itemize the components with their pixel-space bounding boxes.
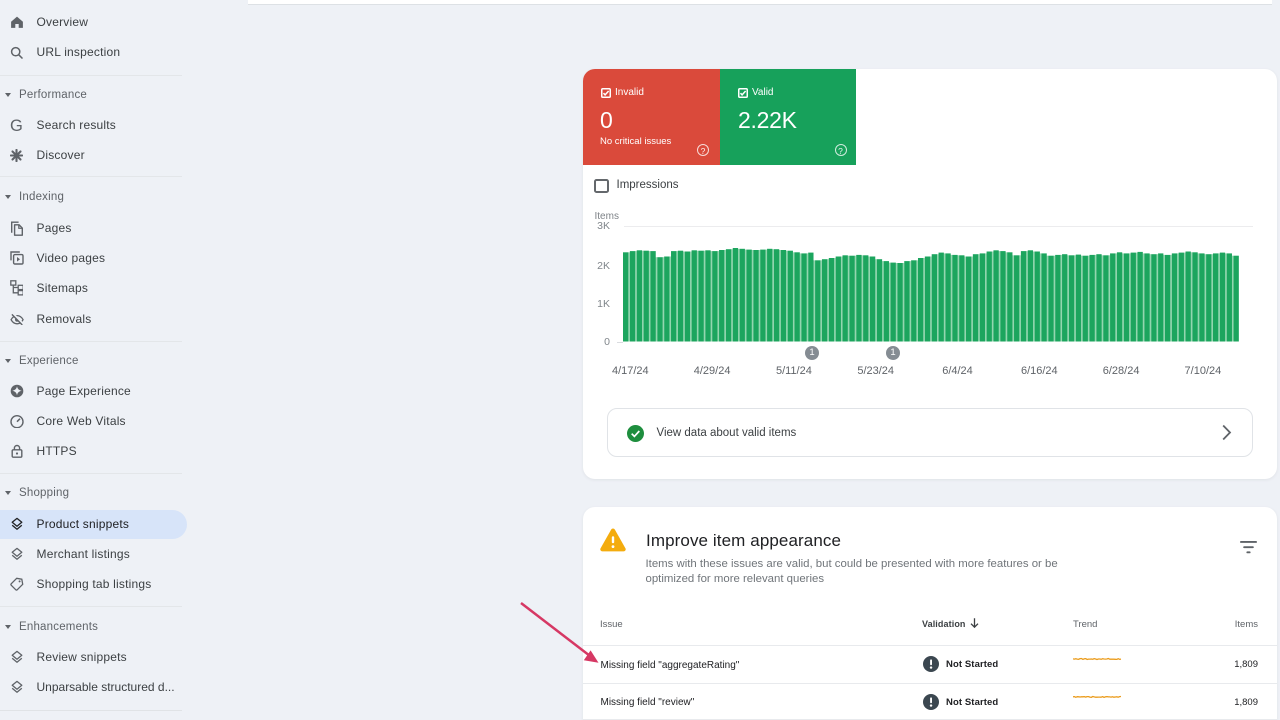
- svg-text:G: G: [10, 118, 23, 133]
